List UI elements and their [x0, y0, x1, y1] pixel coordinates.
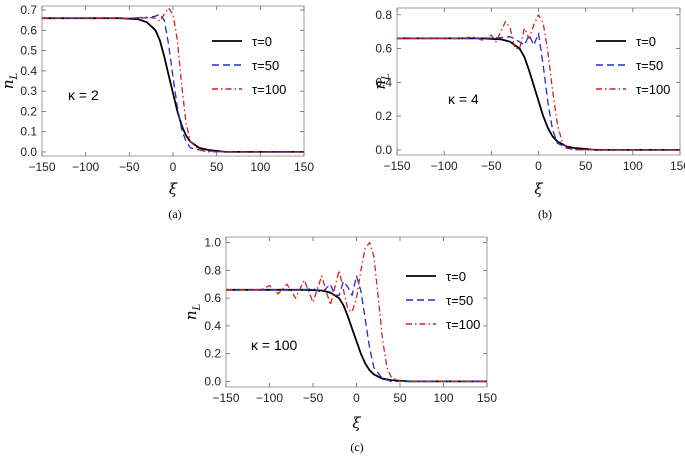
x-tick-label: 100: [433, 391, 453, 405]
kappa-annotation: κ = 100: [251, 337, 298, 353]
series-line-dashed: [42, 13, 304, 153]
legend-label: τ=0: [446, 269, 466, 284]
y-tick-label: 0.0: [204, 374, 221, 388]
panel-c: −150 −100 −50 0 50 100 150 0.0 0.2 0.4 0.6 0.8 1.0 τ=…: [182, 236, 497, 454]
y-tick-label: 0.8: [375, 8, 392, 22]
series-line-dashdot: [397, 14, 680, 151]
legend-label: τ=0: [636, 34, 656, 49]
x-tick-label: 100: [250, 160, 270, 174]
x-tick-label: 150: [670, 159, 685, 173]
panel-a: −150 −100 −50 0 50 100 150 0.0 0.1 0.2 0.3 0.4 0.5 0.…: [0, 3, 314, 221]
legend-label: τ=50: [252, 58, 279, 73]
y-tick-label: 0.0: [20, 145, 37, 159]
x-tick-label: −50: [119, 160, 140, 174]
y-tick-label: 1.0: [204, 236, 221, 250]
x-tick-label: 50: [579, 159, 593, 173]
series-line-dashed: [226, 275, 487, 383]
x-tick-label: 150: [477, 391, 497, 405]
x-tick-label: −50: [303, 391, 324, 405]
y-axis-label-subscript: L: [381, 73, 392, 81]
y-tick-label: 0.2: [204, 347, 221, 361]
series-line-solid: [226, 288, 487, 383]
y-axis-label-subscript: L: [192, 303, 203, 311]
y-tick-label: 0.3: [20, 84, 37, 98]
x-axis-label: ξ: [352, 414, 361, 432]
y-axis-label-subscript: L: [9, 72, 20, 80]
legend-label: τ=100: [446, 317, 480, 332]
x-tick-label: −100: [431, 159, 458, 173]
x-tick-label: 50: [393, 391, 407, 405]
y-tick-label: 0.6: [204, 291, 221, 305]
x-axis-label: ξ: [534, 180, 543, 198]
legend-label: τ=100: [252, 82, 286, 97]
x-tick-label: 50: [210, 160, 224, 174]
y-tick-label: 0.2: [375, 109, 392, 123]
legend-label: τ=50: [446, 293, 473, 308]
x-tick-label: 150: [294, 160, 314, 174]
series-line-dashdot: [226, 241, 487, 383]
panel-b: −150 −100 −50 0 50 100 150 0.0 0.2 0.4 0.6 0.8 τ=0 τ=…: [371, 7, 685, 221]
series-line-solid: [397, 37, 680, 151]
y-tick-label: 0.7: [20, 3, 37, 17]
y-tick-label: 0.6: [20, 23, 37, 37]
series-line-dashdot: [42, 7, 304, 153]
x-tick-label: −100: [256, 391, 283, 405]
y-tick-label: 0.2: [20, 104, 37, 118]
x-axis-label: ξ: [169, 180, 178, 198]
panel-caption: (c): [350, 440, 363, 454]
kappa-annotation: κ = 4: [448, 91, 479, 107]
kappa-annotation: κ = 2: [68, 87, 99, 103]
x-tick-label: 0: [170, 160, 177, 174]
y-tick-label: 0.4: [375, 75, 392, 89]
y-tick-label: 0.5: [20, 44, 37, 58]
y-tick-label: 0.4: [204, 319, 221, 333]
legend-label: τ=0: [252, 34, 272, 49]
x-tick-label: −100: [72, 160, 99, 174]
y-axis-label: nL: [0, 72, 20, 89]
x-tick-label: −150: [28, 160, 55, 174]
y-axis-label: nL: [371, 73, 392, 90]
y-tick-label: 0.6: [375, 42, 392, 56]
legend-label: τ=50: [636, 58, 663, 73]
series-line-solid: [42, 17, 304, 153]
x-tick-label: 0: [535, 159, 542, 173]
y-axis-label: nL: [182, 303, 203, 320]
y-tick-label: 0.8: [204, 263, 221, 277]
panel-caption: (b): [538, 207, 552, 221]
x-tick-label: −150: [212, 391, 239, 405]
x-tick-label: −150: [383, 159, 410, 173]
y-tick-label: 0.4: [20, 64, 37, 78]
panel-caption: (a): [168, 207, 181, 221]
y-tick-label: 0.0: [375, 143, 392, 157]
x-tick-label: 100: [623, 159, 643, 173]
x-tick-label: −50: [481, 159, 502, 173]
plot-frame: [225, 236, 488, 388]
legend-label: τ=100: [636, 82, 670, 97]
y-tick-label: 0.1: [20, 125, 37, 139]
x-tick-label: 0: [353, 391, 360, 405]
